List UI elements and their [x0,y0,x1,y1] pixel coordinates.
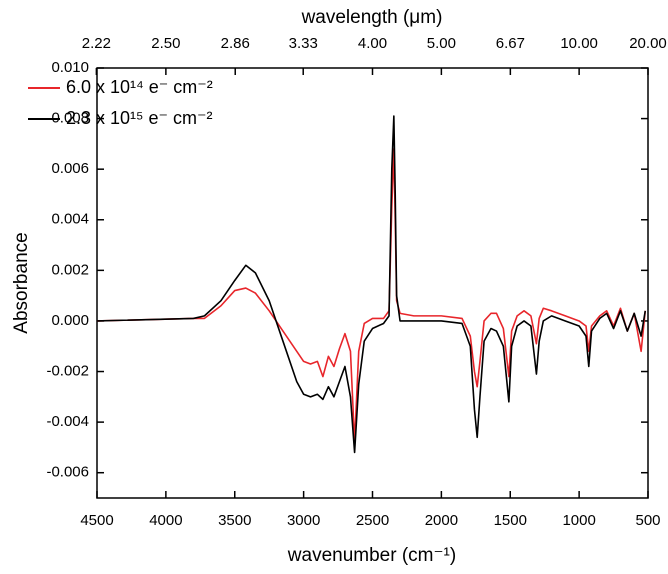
y-axis-title: Absorbance [11,232,32,333]
x-axis-title: wavenumber (cm⁻¹) [287,545,456,566]
x2-tick-label: 2.50 [151,35,180,52]
y-tick-label: 0.008 [51,110,89,127]
x-tick-label: 2000 [425,512,458,529]
plot-frame [96,67,649,499]
y-tick-label: -0.004 [46,413,89,430]
x2-tick-label: 2.86 [221,35,250,52]
x-tick-label: 3000 [287,512,320,529]
x2-tick-label: 6.67 [496,35,525,52]
x2-tick-label: 5.00 [427,35,456,52]
series-line [96,115,647,454]
x2-axis-title: wavelength (μm) [301,7,443,28]
x2-tick-label: 20.00 [629,35,667,52]
x2-tick-label: 4.00 [358,35,387,52]
series-line [96,148,647,444]
x-tick-label: 4500 [80,512,113,529]
y-tick-label: 0.004 [51,211,89,228]
x2-tick-label: 3.33 [289,35,318,52]
x-tick-label: 3500 [218,512,251,529]
x-tick-label: 4000 [149,512,182,529]
x2-tick-label: 10.00 [560,35,598,52]
legend-label: 6.0 x 10¹⁴ e⁻ cm⁻² [66,77,213,97]
y-tick-label: -0.002 [46,362,89,379]
y-tick-label: 0.006 [51,160,89,177]
x2-tick-label: 2.22 [82,35,111,52]
x-tick-label: 500 [635,512,660,529]
y-tick-label: 0.010 [51,59,89,76]
y-tick-label: 0.000 [51,312,89,329]
x-tick-label: 1500 [494,512,527,529]
y-tick-label: -0.006 [46,464,89,481]
x-tick-label: 1000 [562,512,595,529]
legend-label: 2.3 x 10¹⁵ e⁻ cm⁻² [66,108,213,128]
x-tick-label: 2500 [356,512,389,529]
y-tick-label: 0.002 [51,261,89,278]
